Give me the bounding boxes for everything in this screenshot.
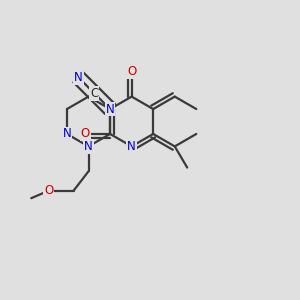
Text: N: N (84, 140, 93, 153)
Text: O: O (44, 184, 53, 197)
Text: O: O (80, 128, 90, 140)
Text: N: N (106, 103, 114, 116)
Text: C: C (90, 87, 98, 100)
Text: O: O (127, 65, 136, 78)
Text: N: N (63, 128, 71, 140)
Text: N: N (74, 71, 83, 84)
Text: N: N (127, 140, 136, 153)
